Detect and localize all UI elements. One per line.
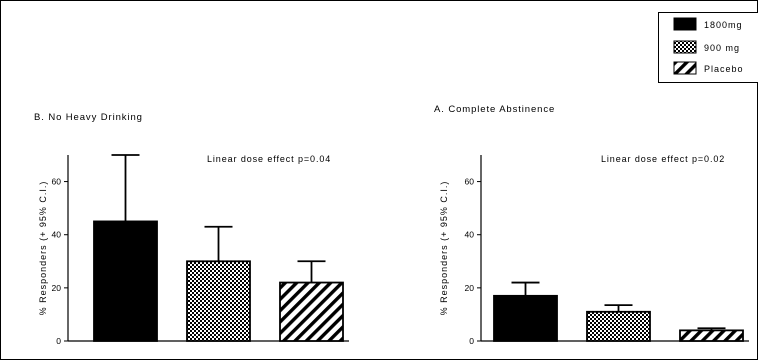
dose-effect-annotation: Linear dose effect p=0.04 [207,154,331,164]
panel-no-heavy-drinking: 0 20 40 60 % Responders (+ 95% C.I.) Linear d… [38,154,349,346]
legend-label-900mg: 900 mg [704,43,740,53]
y-tick-label: 20 [465,283,475,293]
y-axis-label: % Responders (+ 95% C.I.) [439,181,449,316]
y-tick-label: 40 [465,230,475,240]
y-tick-label: 60 [465,177,475,187]
legend-label-1800mg: 1800mg [704,20,743,30]
bar-900-mg [586,310,651,342]
y-tick-label: 40 [52,230,62,240]
y-tick-label: 0 [56,336,61,346]
y-axis-label: % Responders (+ 95% C.I.) [38,181,48,316]
dose-effect-annotation: Linear dose effect p=0.02 [601,154,725,164]
y-tick-label: 60 [52,177,62,187]
bar-900-mg [186,260,251,342]
bar-1800mg [93,220,158,342]
panel-a-title: A. Complete Abstinence [434,104,555,115]
bar-placebo [679,329,744,342]
legend-label-placebo: Placebo [704,64,744,74]
panel-b-title: B. No Heavy Drinking [34,112,143,123]
y-tick-label: 0 [469,336,474,346]
legend-swatch-1800mg [673,17,697,31]
bar-placebo [279,281,344,342]
legend-swatch-900mg [673,40,697,54]
legend-swatch-placebo [673,61,697,75]
bar-1800mg [493,294,558,342]
y-tick-label: 20 [52,283,62,293]
legend: 1800mg 900 mg Placebo [658,12,758,83]
panel-complete-abstinence: 0 20 40 60 % Responders (+ 95% C.I.) Linear d… [439,154,749,346]
